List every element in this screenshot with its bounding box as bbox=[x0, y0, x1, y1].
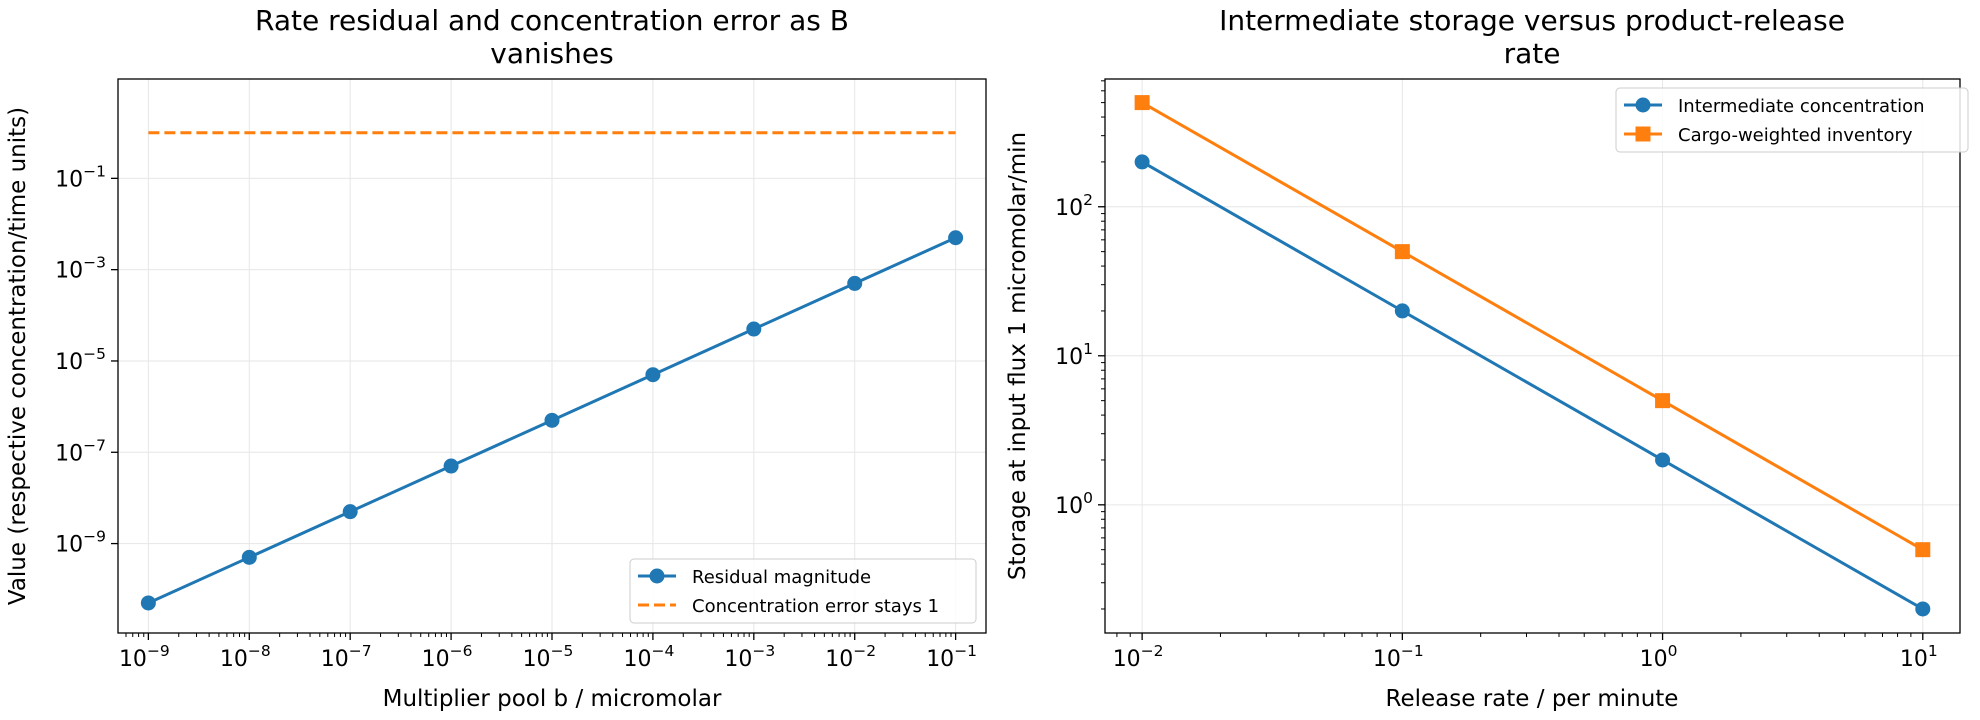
left-chart-y-tick-label: 10−7 bbox=[55, 436, 106, 466]
right-chart-x-ticks: 10−2 10−1 100 101 bbox=[1113, 633, 1938, 672]
left-chart-data-point bbox=[948, 230, 964, 246]
left-chart: 10−9 10−8 10−7 10−6 10−5 10−4 10−3 10−2 10−1 10−… bbox=[5, 4, 987, 712]
right-chart-series bbox=[1134, 95, 1931, 617]
right-chart-data-point bbox=[1655, 393, 1671, 409]
left-chart-x-tick-label: 10−5 bbox=[523, 642, 574, 672]
right-chart-data-point bbox=[1394, 303, 1410, 319]
left-chart-x-tick-label: 10−8 bbox=[220, 642, 271, 672]
left-chart-y-axis-label: Value (respective concentration/time uni… bbox=[5, 107, 31, 605]
right-chart-data-point bbox=[1915, 601, 1931, 617]
left-chart-x-tick-label: 10−2 bbox=[825, 642, 876, 672]
left-chart-series bbox=[140, 131, 964, 611]
left-chart-x-axis-label: Multiplier pool b / micromolar bbox=[383, 686, 722, 712]
right-chart-data-point bbox=[1134, 154, 1150, 170]
right-chart-y-tick-label: 101 bbox=[1055, 340, 1093, 370]
right-chart-x-tick-label: 10−1 bbox=[1373, 642, 1424, 672]
left-chart-grid bbox=[118, 79, 986, 633]
left-chart-y-tick-label: 10−3 bbox=[55, 254, 106, 284]
right-chart-legend-marker-0 bbox=[1635, 97, 1651, 113]
right-chart-legend-box bbox=[1615, 87, 1969, 153]
right-chart-x-axis-label: Release rate / per minute bbox=[1386, 686, 1679, 712]
left-chart-data-point bbox=[241, 549, 257, 565]
left-chart-data-point bbox=[847, 275, 863, 291]
right-chart-legend-label-0: Intermediate concentration bbox=[1678, 96, 1925, 117]
left-chart-legend-label-1: Concentration error stays 1 bbox=[692, 596, 939, 617]
right-chart-series-line-1 bbox=[1141, 101, 1924, 551]
left-chart-legend-box bbox=[629, 558, 977, 624]
left-chart-x-tick-label: 10−3 bbox=[724, 642, 775, 672]
right-chart-legend-marker-1 bbox=[1635, 126, 1651, 142]
right-chart-x-tick-label: 101 bbox=[1900, 642, 1938, 672]
left-chart-legend-marker-0 bbox=[649, 568, 665, 584]
left-chart-y-tick-label: 10−5 bbox=[55, 345, 106, 375]
left-chart-title-line-2: vanishes bbox=[490, 37, 613, 70]
right-chart-y-tick-label: 100 bbox=[1055, 489, 1093, 519]
left-chart-x-tick-label: 10−1 bbox=[926, 642, 977, 672]
left-chart-x-tick-label: 10−7 bbox=[321, 642, 372, 672]
left-chart-data-point bbox=[342, 504, 358, 520]
left-chart-x-ticks: 10−9 10−8 10−7 10−6 10−5 10−4 10−3 10−2 10−1 bbox=[119, 633, 977, 672]
left-chart-y-tick-label: 10−1 bbox=[55, 162, 106, 192]
right-chart-y-tick-label: 102 bbox=[1055, 191, 1093, 221]
left-chart-legend-label-0: Residual magnitude bbox=[692, 567, 871, 588]
left-chart-legend: Residual magnitude Concentration error s… bbox=[629, 558, 977, 624]
left-chart-data-point bbox=[746, 321, 762, 337]
right-chart-title-line-1: Intermediate storage versus product-rele… bbox=[1219, 4, 1845, 37]
right-chart-data-point bbox=[1915, 542, 1931, 558]
left-chart-y-tick-label: 10−9 bbox=[55, 528, 106, 558]
right-chart-y-axis-label: Storage at input flux 1 micromolar/min bbox=[1005, 132, 1031, 580]
left-chart-data-point bbox=[544, 412, 560, 428]
right-chart-data-point bbox=[1394, 244, 1410, 260]
left-chart-title-line-1: Rate residual and concentration error as… bbox=[255, 4, 849, 37]
right-chart-series-line-0 bbox=[1141, 160, 1924, 611]
right-chart-title-line-2: rate bbox=[1504, 37, 1561, 70]
right-chart-grid bbox=[1105, 79, 1960, 633]
right-chart-legend-label-1: Cargo-weighted inventory bbox=[1678, 125, 1913, 146]
right-chart-x-tick-label: 10−2 bbox=[1113, 642, 1164, 672]
right-chart-y-ticks: 100 101 102 bbox=[1055, 80, 1105, 610]
right-chart-data-point bbox=[1134, 95, 1150, 111]
right-chart-legend: Intermediate concentration Cargo-weighte… bbox=[1615, 87, 1969, 153]
left-chart-x-tick-label: 10−4 bbox=[623, 642, 674, 672]
left-chart-data-point bbox=[443, 458, 459, 474]
right-chart-x-tick-label: 100 bbox=[1640, 642, 1678, 672]
left-chart-data-point bbox=[140, 595, 156, 611]
left-chart-data-point bbox=[645, 367, 661, 383]
left-chart-x-tick-label: 10−6 bbox=[422, 642, 473, 672]
left-chart-x-tick-label: 10−9 bbox=[119, 642, 170, 672]
left-chart-y-ticks: 10−9 10−7 10−5 10−3 10−1 bbox=[55, 162, 118, 558]
right-chart: 10−2 10−1 100 101 100 101 102 Intermediate st… bbox=[1005, 4, 1969, 712]
right-chart-data-point bbox=[1655, 452, 1671, 468]
